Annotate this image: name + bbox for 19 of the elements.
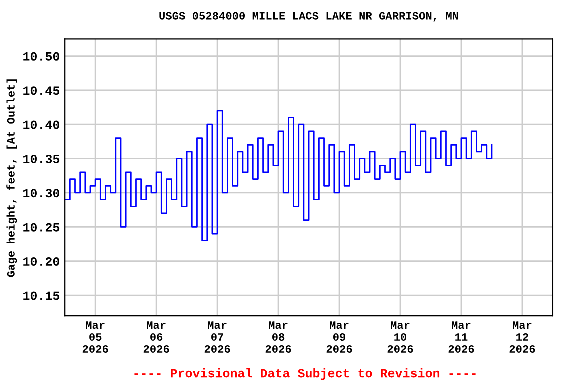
y-tick-label: 10.30 — [24, 189, 60, 198]
x-tick-label: Mar 08 2026 — [266, 322, 292, 353]
y-tick-label: 10.40 — [24, 120, 60, 130]
x-tick-label: Mar 05 2026 — [82, 322, 108, 353]
x-tick-label: Mar 10 2026 — [388, 322, 414, 353]
y-axis-title: Gage height, feet, [At Outlet] — [6, 80, 18, 278]
y-tick-label: 10.25 — [24, 223, 60, 232]
x-tick-label: Mar 12 2026 — [510, 322, 536, 353]
x-tick-label: Mar 06 2026 — [144, 322, 170, 353]
y-tick-label: 10.20 — [24, 258, 60, 266]
y-tick-label: 10.50 — [24, 52, 60, 61]
x-tick-label: Mar 09 2026 — [326, 322, 352, 353]
chart-title: USGS 05284000 MILLE LACS LAKE NR GARRISON, MN — [160, 12, 458, 22]
x-tick-label: Mar 07 2026 — [204, 322, 230, 353]
y-tick-label: 10.15 — [24, 292, 60, 300]
x-tick-label: Mar 11 2026 — [448, 322, 474, 353]
text: ---- Provisional Data Subject to Revision ---- — [134, 368, 476, 380]
y-tick-label: 10.45 — [24, 86, 60, 96]
y-tick-label: 10.35 — [24, 154, 60, 164]
